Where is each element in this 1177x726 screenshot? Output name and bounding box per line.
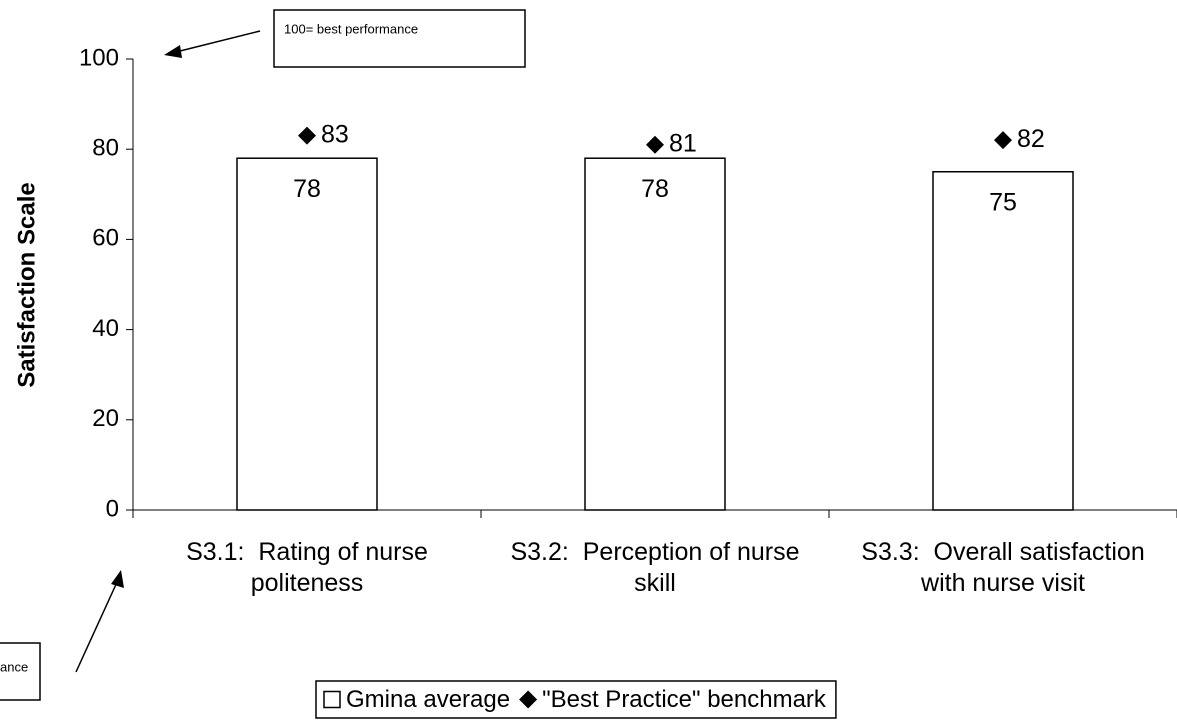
benchmark-marker (994, 131, 1012, 150)
legend-symbol (519, 690, 538, 709)
legend-label: Gmina average (346, 686, 510, 713)
legend-symbol (323, 690, 341, 709)
data-label: 78 (641, 175, 669, 203)
arrow (75, 579, 119, 673)
x-tick-label: S3.3: Overall satisfaction with nurse vi… (861, 538, 1152, 597)
bar (584, 157, 726, 511)
y-tick-label: 20 (92, 405, 119, 432)
y-tick-label: 0 (106, 495, 119, 522)
data-label: 82 (1017, 125, 1045, 153)
data-label: 75 (989, 188, 1017, 216)
x-tick-label: S3.1: Rating of nurse politeness (186, 538, 435, 597)
data-label: 81 (669, 129, 697, 157)
arrowhead (164, 45, 182, 58)
data-label: 78 (293, 175, 321, 203)
benchmark-marker (646, 135, 664, 154)
annotation: ance (0, 659, 28, 674)
annotation-box (273, 9, 526, 68)
y-axis-label: Satisfaction Scale (13, 182, 40, 387)
bar (932, 171, 1074, 511)
legend-label: "Best Practice" benchmark (542, 686, 827, 713)
y-tick-label: 40 (92, 315, 119, 342)
annotation-box (0, 642, 41, 701)
benchmark-marker (298, 126, 316, 145)
annotation: 100= best performance (284, 21, 418, 36)
arrow (171, 30, 261, 54)
bar (236, 157, 378, 511)
y-tick-label: 60 (92, 225, 119, 252)
arrowhead (111, 570, 124, 588)
x-tick-label: S3.2: Perception of nurse skill (510, 538, 807, 597)
y-tick-label: 100 (79, 44, 119, 71)
data-label: 83 (321, 120, 349, 148)
y-tick-label: 80 (92, 135, 119, 162)
legend (315, 680, 837, 719)
